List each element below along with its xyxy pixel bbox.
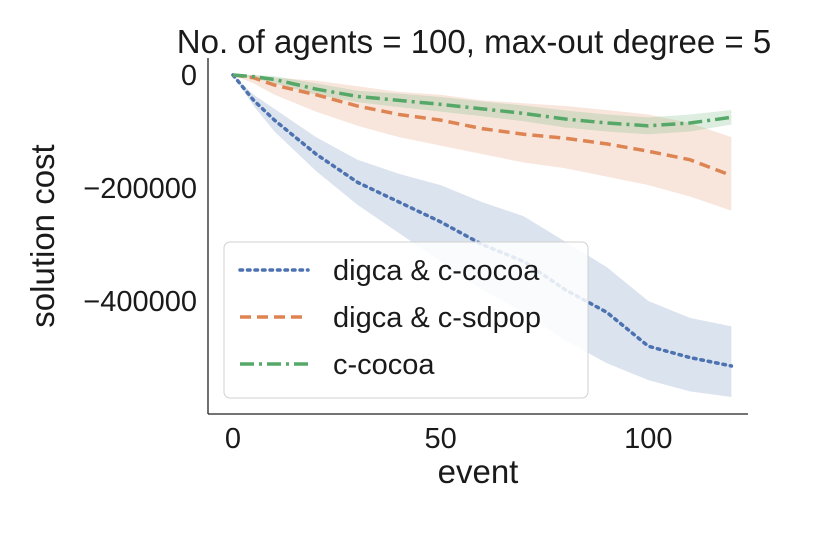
series-line-0 <box>231 73 734 368</box>
confidence-bands <box>232 74 732 398</box>
y-tick-label: −400000 <box>83 286 197 318</box>
legend-label-2: c-cocoa <box>333 349 435 381</box>
confidence-band-0 <box>232 74 732 398</box>
y-tick-labels: 0 −200000 −400000 <box>83 60 197 318</box>
legend-label-0: digca & c-cocoa <box>333 255 540 287</box>
legend: digca & c-cocoa digca & c-sdpop c-cocoa <box>223 241 589 399</box>
x-axis-label: event <box>438 453 519 490</box>
legend-label-1: digca & c-sdpop <box>333 302 541 334</box>
series-line-2 <box>232 73 732 128</box>
y-axis-label: solution cost <box>24 144 61 327</box>
series-lines <box>231 73 734 368</box>
legend-items: digca & c-cocoa digca & c-sdpop c-cocoa <box>238 255 541 381</box>
y-tick-label: 0 <box>181 60 197 92</box>
x-tick-label: 0 <box>225 423 241 455</box>
x-tick-label: 50 <box>424 423 456 455</box>
x-tick-labels: 0 50 100 <box>225 423 673 455</box>
confidence-band-2 <box>232 74 732 135</box>
legend-frame <box>223 241 589 399</box>
x-tick-label: 100 <box>624 423 672 455</box>
series-line-1 <box>232 73 733 178</box>
confidence-band-1 <box>232 74 732 211</box>
chart-title: No. of agents = 100, max-out degree = 5 <box>177 23 771 60</box>
y-tick-label: −200000 <box>83 173 197 205</box>
